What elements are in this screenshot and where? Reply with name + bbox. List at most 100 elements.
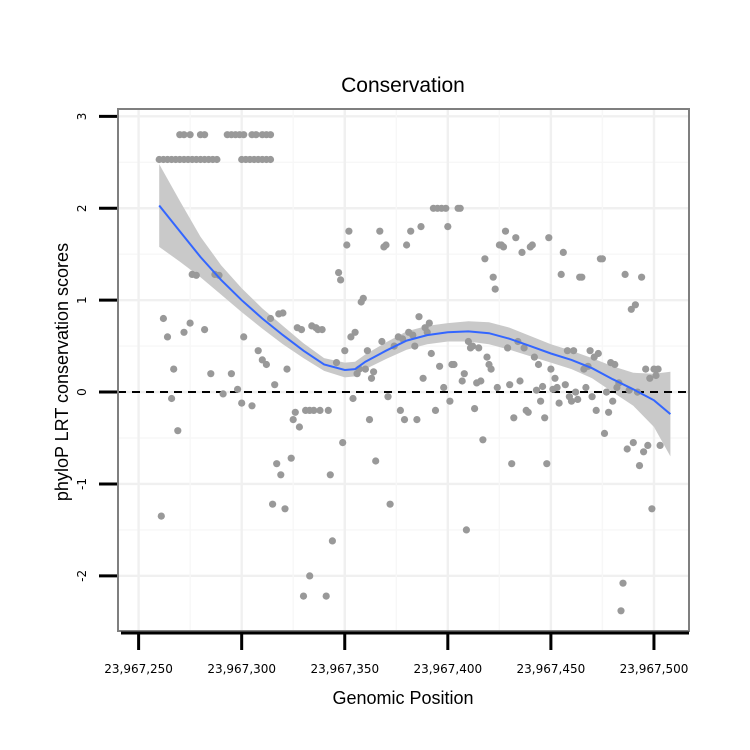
data-point (512, 234, 520, 242)
data-point (567, 397, 576, 405)
confidence-ribbon (159, 164, 671, 457)
data-point (281, 505, 289, 513)
data-point (186, 131, 194, 139)
data-point (316, 406, 324, 414)
data-point (638, 273, 646, 281)
data-point (642, 365, 650, 373)
data-point (407, 227, 415, 235)
data-point (386, 500, 394, 508)
data-point (475, 344, 483, 352)
data-point (592, 406, 600, 414)
data-point (174, 427, 182, 435)
data-point (252, 131, 260, 139)
data-point (520, 344, 528, 352)
data-point (555, 399, 563, 407)
data-point (619, 579, 627, 587)
data-point (605, 408, 613, 416)
data-point (481, 255, 489, 263)
data-point (446, 397, 454, 405)
x-tick-label: 23,967,250 (104, 662, 173, 676)
x-tick-label: 23,967,450 (517, 662, 586, 676)
data-point (367, 374, 376, 382)
data-point (553, 383, 561, 392)
x-tick-label: 23,967,500 (620, 662, 689, 676)
data-point (347, 333, 355, 341)
data-point (306, 572, 314, 580)
data-point (557, 270, 565, 278)
data-point (631, 301, 640, 309)
data-point (269, 500, 277, 508)
data-point (534, 360, 543, 369)
data-point (483, 353, 491, 361)
data-point (629, 439, 637, 447)
data-point (266, 131, 275, 139)
data-point (635, 462, 644, 470)
data-point (279, 309, 287, 317)
data-point (409, 331, 417, 339)
data-point (609, 397, 617, 405)
data-point (297, 326, 306, 334)
data-point (339, 439, 347, 447)
data-point (343, 241, 351, 249)
data-point (266, 155, 275, 164)
data-point (621, 270, 629, 278)
data-point (506, 381, 514, 389)
data-point (378, 337, 386, 346)
y-tick-label: 3 (75, 113, 89, 121)
data-point (299, 592, 308, 600)
data-point (180, 328, 188, 336)
data-point (376, 227, 384, 235)
data-point (504, 344, 512, 352)
data-point (559, 248, 567, 256)
y-tick-label: -1 (75, 478, 89, 490)
data-point (477, 377, 485, 385)
data-point (283, 365, 291, 373)
data-point (413, 416, 421, 424)
data-point (262, 360, 270, 369)
data-point (227, 370, 235, 378)
data-point (499, 243, 508, 251)
data-point (157, 512, 165, 520)
data-point (384, 393, 392, 401)
data-point (489, 273, 497, 281)
data-point (295, 423, 303, 431)
data-point (324, 406, 332, 414)
data-point (644, 441, 652, 449)
data-point (431, 406, 440, 414)
data-point (440, 383, 448, 392)
data-point (254, 347, 262, 355)
data-point (186, 319, 194, 327)
data-point (266, 314, 275, 323)
data-point (207, 370, 215, 378)
data-point (537, 397, 545, 405)
data-point (248, 402, 256, 410)
panel-border (117, 108, 690, 632)
data-point (345, 227, 353, 235)
data-point (180, 131, 188, 139)
data-point (363, 347, 371, 355)
smooth-trend-line (158, 204, 672, 415)
data-point (436, 362, 444, 370)
data-point (563, 347, 572, 355)
data-point (240, 131, 248, 139)
data-point (289, 416, 297, 424)
data-point (462, 526, 470, 534)
x-tick-label: 23,967,400 (413, 662, 482, 676)
data-point (322, 592, 330, 600)
data-point (469, 342, 477, 350)
data-point (471, 405, 479, 413)
data-point (396, 406, 404, 414)
plot-panel (117, 108, 690, 632)
data-point (464, 337, 472, 346)
data-point (572, 388, 580, 396)
data-point (400, 416, 409, 424)
data-point (578, 273, 586, 281)
data-point (170, 365, 178, 373)
data-point (652, 371, 660, 380)
data-point (238, 399, 246, 407)
data-point (425, 319, 433, 327)
data-point (168, 394, 176, 403)
data-point (277, 471, 285, 479)
chart-title: Conservation (341, 74, 465, 97)
data-point (328, 537, 336, 545)
